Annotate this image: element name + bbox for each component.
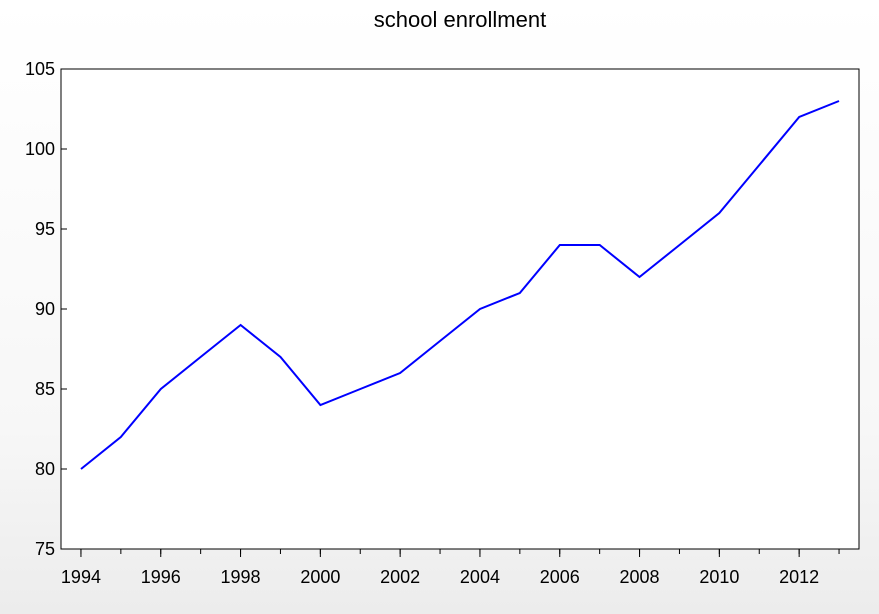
x-tick-label: 2006 xyxy=(540,567,580,587)
y-axis: 75 80 85 90 95 100 105 xyxy=(25,59,67,559)
x-tick-label: 2004 xyxy=(460,567,500,587)
x-tick-label: 2002 xyxy=(380,567,420,587)
x-tick-label: 1996 xyxy=(141,567,181,587)
series-line-0 xyxy=(80,100,840,470)
x-axis: 1994 1996 1998 2000 2002 2004 2006 2008 2010 2012 xyxy=(61,549,840,587)
chart-title: school enrollment xyxy=(374,7,546,32)
y-tick-label: 90 xyxy=(35,299,55,319)
y-tick-label: 80 xyxy=(35,459,55,479)
y-tick-label: 85 xyxy=(35,379,55,399)
y-tick-label: 95 xyxy=(35,219,55,239)
x-tick-label: 2012 xyxy=(779,567,819,587)
series-layer xyxy=(80,100,840,470)
plot-area xyxy=(60,68,860,550)
y-tick-label: 75 xyxy=(35,539,55,559)
y-tick-label: 100 xyxy=(25,139,55,159)
x-tick-label: 1994 xyxy=(61,567,101,587)
x-tick-label: 2008 xyxy=(620,567,660,587)
x-tick-label: 2000 xyxy=(300,567,340,587)
x-tick-label: 2010 xyxy=(699,567,739,587)
y-tick-label: 105 xyxy=(25,59,55,79)
x-tick-label: 1998 xyxy=(221,567,261,587)
